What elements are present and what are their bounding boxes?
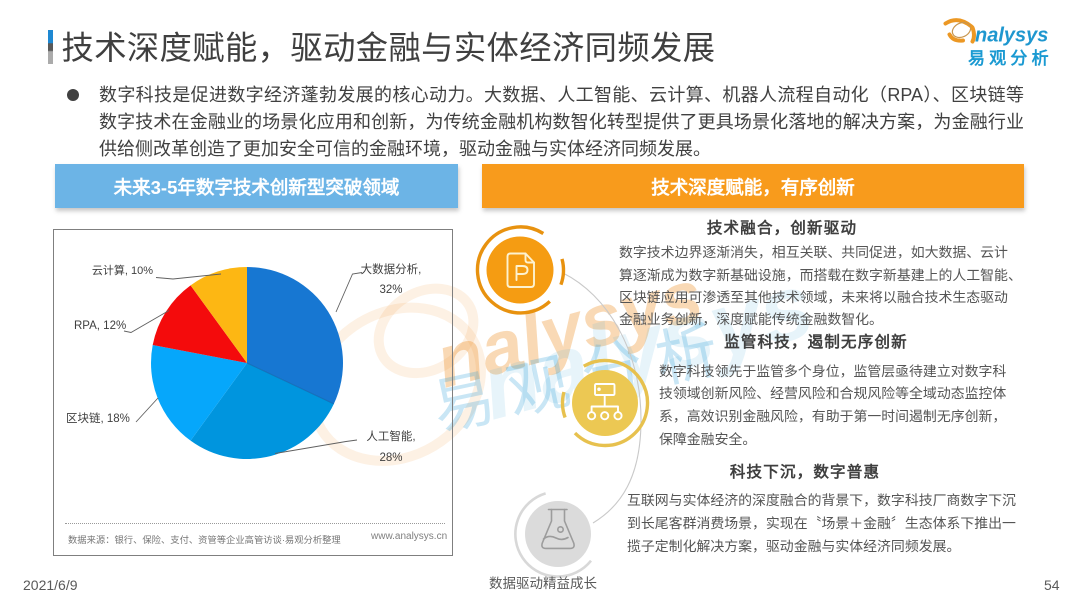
svg-text:易观分析: 易观分析 [968, 48, 1053, 68]
svg-text:nalysys: nalysys [975, 25, 1048, 47]
